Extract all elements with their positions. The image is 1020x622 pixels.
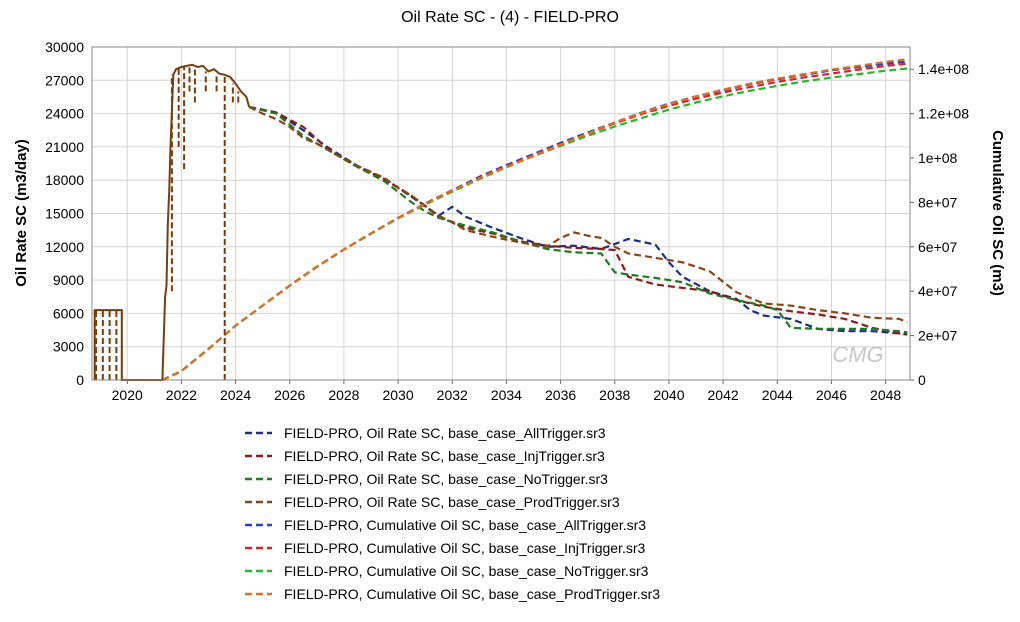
plot-frame — [91, 46, 911, 381]
legend-label: FIELD-PRO, Oil Rate SC, base_case_AllTri… — [284, 425, 606, 441]
left-y-tick-label: 18000 — [45, 172, 84, 188]
legend-label: FIELD-PRO, Oil Rate SC, base_case_InjTri… — [284, 448, 605, 464]
left-y-tick-label: 3000 — [53, 339, 84, 355]
left-axis-title: Oil Rate SC (m3/day) — [13, 139, 30, 287]
legend-label: FIELD-PRO, Oil Rate SC, base_case_NoTrig… — [284, 471, 608, 487]
x-tick-label: 2030 — [382, 387, 413, 403]
x-tick-label: 2026 — [274, 387, 305, 403]
series-line — [248, 105, 908, 334]
right-y-tick-label: 1.2e+08 — [918, 106, 969, 122]
left-y-tick-label: 27000 — [45, 72, 84, 88]
series-line — [161, 67, 908, 381]
left-y-tick-label: 15000 — [45, 206, 84, 222]
legend-label: FIELD-PRO, Cumulative Oil SC, base_case_… — [284, 563, 649, 579]
x-tick-label: 2046 — [816, 387, 847, 403]
left-y-tick-label: 9000 — [53, 272, 84, 288]
tick-labels: 2020 2022 2024 2026 2028 2030 2032 2034 2036 2038… — [45, 39, 969, 403]
series-line — [248, 105, 908, 336]
watermark-logo: CMG — [832, 342, 883, 367]
x-tick-label: 2044 — [762, 387, 793, 403]
plot-series — [93, 58, 908, 381]
right-y-tick-label: 6e+07 — [918, 239, 958, 255]
left-y-tick-label: 24000 — [45, 106, 84, 122]
left-y-tick-label: 0 — [76, 372, 84, 388]
right-y-tick-label: 1.4e+08 — [918, 61, 969, 77]
right-y-tick-label: 0 — [918, 372, 926, 388]
legend: FIELD-PRO, Oil Rate SC, base_case_AllTri… — [245, 425, 660, 602]
right-y-tick-label: 8e+07 — [918, 194, 958, 210]
grid-lines — [92, 46, 910, 381]
legend-label: FIELD-PRO, Oil Rate SC, base_case_ProdTr… — [284, 494, 620, 510]
right-y-tick-label: 4e+07 — [918, 283, 958, 299]
x-tick-label: 2020 — [112, 387, 143, 403]
x-tick-label: 2042 — [708, 387, 739, 403]
x-tick-label: 2022 — [166, 387, 197, 403]
right-axis-title: Cumulative Oil SC (m3) — [989, 130, 1006, 296]
chart-title: Oil Rate SC - (4) - FIELD-PRO — [401, 9, 619, 26]
legend-label: FIELD-PRO, Cumulative Oil SC, base_case_… — [284, 540, 645, 556]
series-line — [161, 58, 908, 381]
x-tick-label: 2034 — [491, 387, 522, 403]
series-line — [248, 105, 908, 324]
x-tick-label: 2036 — [545, 387, 576, 403]
x-tick-label: 2024 — [220, 387, 251, 403]
x-tick-label: 2040 — [653, 387, 684, 403]
legend-label: FIELD-PRO, Cumulative Oil SC, base_case_… — [284, 517, 646, 533]
left-y-tick-label: 21000 — [45, 139, 84, 155]
left-y-tick-label: 30000 — [45, 39, 84, 55]
series-line — [161, 60, 908, 381]
x-tick-label: 2032 — [437, 387, 468, 403]
right-y-tick-label: 2e+07 — [918, 328, 958, 344]
left-y-tick-label: 12000 — [45, 239, 84, 255]
x-tick-label: 2048 — [870, 387, 901, 403]
series-line — [248, 105, 908, 336]
x-tick-label: 2038 — [599, 387, 630, 403]
x-tick-label: 2028 — [328, 387, 359, 403]
right-y-tick-label: 1e+08 — [918, 150, 958, 166]
left-y-tick-label: 6000 — [53, 305, 84, 321]
legend-label: FIELD-PRO, Cumulative Oil SC, base_case_… — [284, 586, 660, 602]
